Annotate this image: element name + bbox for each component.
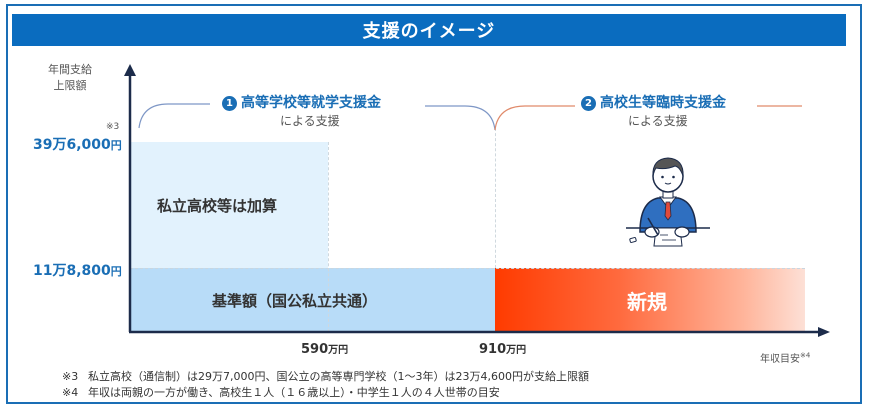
section-2-title: 2 高校生等臨時支援金 [581, 92, 726, 112]
private-addition-region [130, 142, 328, 268]
number-2-icon: 2 [581, 96, 596, 111]
private-addition-label: 私立高校等は加算 [157, 197, 278, 215]
section-1-title-text: 高等学校等就学支援金 [241, 95, 381, 111]
section-2-subtitle: による支援 [628, 114, 688, 128]
footnote-3-text: 私立高校（通信制）は29万7,000円、国公立の高等専門学校（1〜3年）は23万… [88, 370, 589, 383]
base-amount-label: 基準額（国公私立共通） [212, 292, 378, 310]
footnote-4-text: 年収は両親の一方が働き、高校生１人（１６歳以上）・中学生１人の４人世帯の目安 [88, 386, 500, 399]
base-amount-region [130, 268, 495, 331]
y-tick-max: 39万6,000円 [33, 134, 122, 154]
diagram-title: 支援のイメージ [12, 14, 846, 46]
x-axis-arrow-icon [818, 327, 830, 337]
student-writing-icon [626, 157, 710, 247]
y-axis-arrow-icon [124, 64, 136, 76]
x-axis-label-text: 年収目安 [760, 354, 800, 365]
footnote-3-mark: ※3 [62, 370, 79, 383]
x-tick-590-unit: 万円 [328, 345, 349, 356]
guide-910 [495, 128, 496, 268]
y-tick-max-value: 39万6,000 [33, 137, 111, 153]
footnote-4-mark: ※4 [62, 386, 79, 399]
footnote-4: ※4 年収は両親の一方が働き、高校生１人（１６歳以上）・中学生１人の４人世帯の目安 [62, 384, 500, 400]
footnote-3: ※3 私立高校（通信制）は29万7,000円、国公立の高等専門学校（1〜3年）は2… [62, 368, 589, 384]
x-tick-590-value: 590 [301, 342, 329, 357]
y-tick-note: ※3 [106, 122, 120, 132]
number-1-icon: 1 [222, 96, 237, 111]
x-tick-910-value: 910 [479, 342, 507, 357]
x-axis-label-note: ※4 [800, 351, 811, 360]
y-tick-max-unit: 円 [110, 139, 122, 152]
section-1-subtitle: による支援 [280, 114, 340, 128]
section-2-title-text: 高校生等臨時支援金 [600, 95, 726, 111]
y-axis-label-line2: 上限額 [53, 79, 87, 92]
section-1-title: 1 高等学校等就学支援金 [222, 92, 381, 112]
y-tick-base-value: 11万8,800 [33, 263, 111, 279]
y-tick-base-unit: 円 [110, 265, 122, 278]
y-axis-label-line1: 年間支給 [48, 63, 92, 76]
new-support-region [495, 268, 805, 331]
y-axis-label: 年間支給 上限額 [40, 62, 100, 94]
x-axis-label: 年収目安※4 [760, 350, 810, 365]
x-tick-590: 590万円 [301, 341, 348, 357]
guide-base-amount [130, 268, 805, 269]
x-tick-910: 910万円 [479, 341, 526, 357]
y-tick-base: 11万8,800円 [33, 260, 122, 280]
new-support-label: 新規 [627, 290, 667, 314]
guide-590 [328, 142, 329, 332]
x-tick-910-unit: 万円 [506, 345, 527, 356]
